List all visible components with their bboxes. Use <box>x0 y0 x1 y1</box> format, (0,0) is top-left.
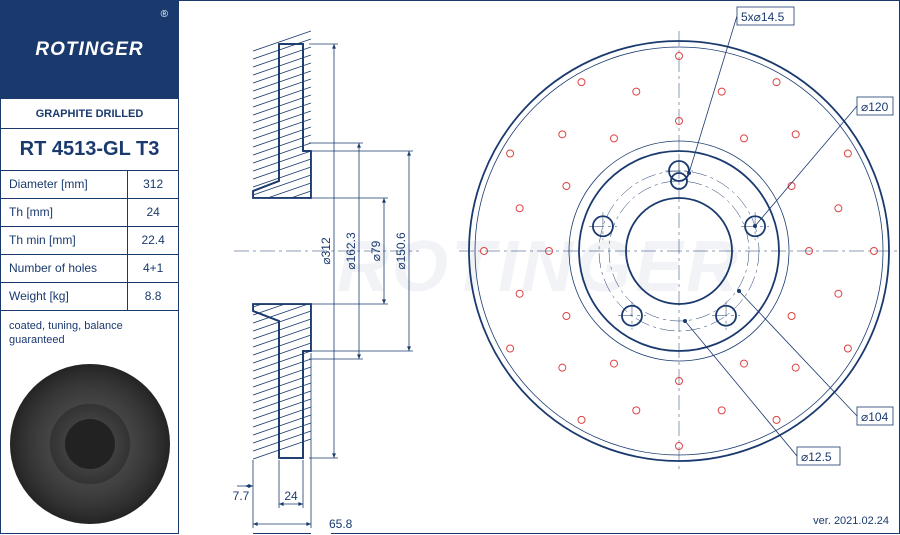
version-label: ver. 2021.02.24 <box>813 515 889 527</box>
spec-label: Number of holes <box>1 255 128 282</box>
svg-text:⌀150.6: ⌀150.6 <box>394 232 408 270</box>
notes: coated, tuning, balance guaranteed <box>1 311 178 356</box>
spec-label: Diameter [mm] <box>1 171 128 198</box>
spec-panel: ROTINGER ® GRAPHITE DRILLED RT 4513-GL T… <box>1 1 179 533</box>
drawing-svg: ⌀312 ⌀162.3 ⌀79 ⌀150.6 7.7 24 65.8 5x⌀14.5 ⌀120 ⌀… <box>179 1 900 535</box>
technical-drawing: ROTINGER ⌀312⌀162.3⌀79⌀150.67.72465.85x⌀… <box>179 1 899 533</box>
spec-label: Th min [mm] <box>1 227 128 254</box>
spec-value: 8.8 <box>128 283 178 310</box>
spec-row: Th min [mm]22.4 <box>1 227 178 255</box>
svg-text:⌀104: ⌀104 <box>861 410 889 424</box>
svg-text:⌀79: ⌀79 <box>369 240 383 261</box>
spec-value: 312 <box>128 171 178 198</box>
svg-text:65.8: 65.8 <box>329 517 353 531</box>
product-photo <box>1 356 178 533</box>
svg-text:⌀120: ⌀120 <box>861 100 889 114</box>
svg-text:7.7: 7.7 <box>233 489 250 503</box>
product-type: GRAPHITE DRILLED <box>1 99 178 129</box>
spec-row: Weight [kg]8.8 <box>1 283 178 311</box>
spec-row: Number of holes4+1 <box>1 255 178 283</box>
spec-value: 24 <box>128 199 178 226</box>
svg-text:5x⌀14.5: 5x⌀14.5 <box>741 10 785 24</box>
spec-row: Th [mm]24 <box>1 199 178 227</box>
svg-text:24: 24 <box>284 489 298 503</box>
spec-value: 4+1 <box>128 255 178 282</box>
spec-row: Diameter [mm]312 <box>1 171 178 199</box>
part-number: RT 4513-GL T3 <box>1 129 178 171</box>
svg-text:⌀312: ⌀312 <box>319 237 333 265</box>
svg-text:⌀162.3: ⌀162.3 <box>344 232 358 270</box>
svg-text:⌀12.5: ⌀12.5 <box>801 450 832 464</box>
brand-name: ROTINGER <box>35 39 143 61</box>
spec-value: 22.4 <box>128 227 178 254</box>
registered-mark: ® <box>161 9 168 20</box>
spec-label: Weight [kg] <box>1 283 128 310</box>
logo: ROTINGER ® <box>1 1 178 99</box>
spec-label: Th [mm] <box>1 199 128 226</box>
